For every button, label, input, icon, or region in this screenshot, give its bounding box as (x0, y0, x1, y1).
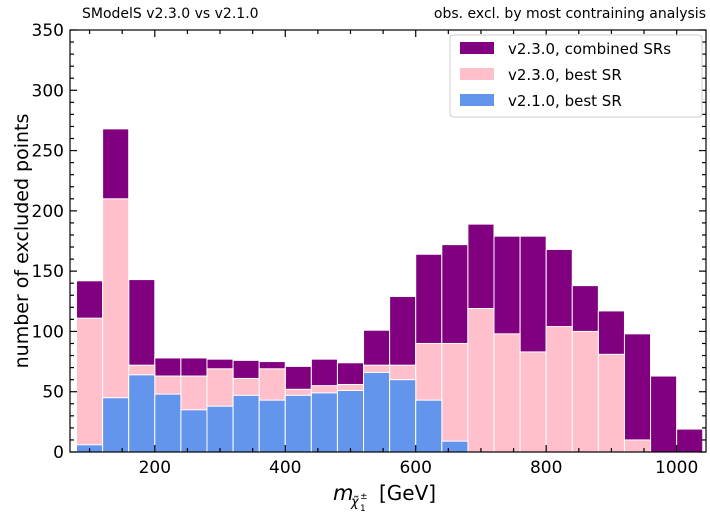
bar-series-1-bin-21 (623, 439, 652, 453)
bar-series-2-bin-13 (415, 399, 443, 453)
bar-series-1-bin-14 (441, 342, 469, 453)
x-tick-label-200: 200 (139, 458, 171, 478)
x-tick-label-400: 400 (269, 458, 301, 478)
y-tick-label-200: 200 (32, 202, 64, 222)
x-tick-label-800: 800 (530, 458, 562, 478)
header-left: SModelS v2.3.0 vs v2.1.0 (82, 6, 259, 22)
y-tick-label-250: 250 (32, 142, 64, 162)
bar-series-2-bin-7 (258, 399, 286, 453)
legend: v2.3.0, combined SRs v2.3.0, best SR v2.… (449, 34, 703, 118)
y-tick-label-150: 150 (32, 262, 64, 282)
legend-swatch-best-v210 (460, 94, 494, 106)
y-tick-label-0: 0 (53, 443, 64, 463)
y-tick-label-300: 300 (32, 81, 64, 101)
bar-series-1-bin-16 (493, 333, 521, 453)
y-tick-label-100: 100 (32, 322, 64, 342)
legend-label-combined: v2.3.0, combined SRs (508, 40, 671, 58)
ticks-layer: 200 400 600 800 1000 0 50 100 150 200 250 300 350 (32, 21, 706, 478)
legend-swatch-best-v230 (460, 68, 494, 80)
x-axis-title-main: m (333, 481, 353, 505)
bar-series-2-bin-8 (284, 394, 312, 453)
bar-series-1-bin-20 (597, 353, 625, 453)
x-axis-title-sub-sub: 1 (360, 504, 366, 514)
y-tick-label-50: 50 (42, 383, 64, 403)
bar-series-0-bin-21 (623, 333, 652, 453)
bar-series-2-bin-14 (441, 440, 469, 453)
bar-series-2-bin-2 (128, 374, 156, 453)
x-axis-title-sub-sup: ± (360, 492, 368, 502)
bar-series-2-bin-3 (154, 393, 182, 453)
bar-series-2-bin-5 (206, 405, 234, 453)
legend-swatch-combined (460, 42, 494, 54)
y-axis-title: number of excluded points (11, 114, 33, 369)
bar-series-2-bin-6 (232, 394, 260, 453)
bar-series-2-bin-12 (389, 379, 417, 453)
bar-series-2-bin-1 (102, 397, 130, 453)
bars-layer (76, 128, 704, 453)
bar-series-2-bin-11 (363, 371, 391, 453)
bar-series-1-bin-19 (571, 330, 599, 453)
bar-series-1-bin-17 (519, 351, 547, 453)
legend-box (449, 34, 703, 118)
bar-series-1-bin-18 (545, 326, 573, 453)
bar-series-1-bin-15 (467, 308, 495, 453)
x-axis-title: m χ̃ ± 1 [GeV] (333, 481, 436, 514)
bar-series-2-bin-9 (310, 392, 338, 453)
legend-label-best-v230: v2.3.0, best SR (508, 66, 622, 84)
x-tick-label-600: 600 (399, 458, 431, 478)
plot-frame (69, 29, 707, 453)
bar-series-2-bin-10 (336, 390, 365, 453)
bar-series-2-bin-4 (180, 409, 208, 453)
header-right: obs. excl. by most contraining analysis (434, 6, 706, 22)
y-tick-label-350: 350 (32, 21, 64, 41)
x-axis-title-unit: [GeV] (379, 481, 436, 505)
bar-series-0-bin-22 (650, 375, 678, 453)
bar-series-1-bin-0 (76, 317, 104, 453)
x-axis-title-sub: χ̃ (350, 495, 360, 510)
x-tick-label-1000: 1000 (655, 458, 698, 478)
legend-label-best-v210: v2.1.0, best SR (508, 92, 622, 110)
bar-series-0-bin-23 (676, 428, 704, 453)
